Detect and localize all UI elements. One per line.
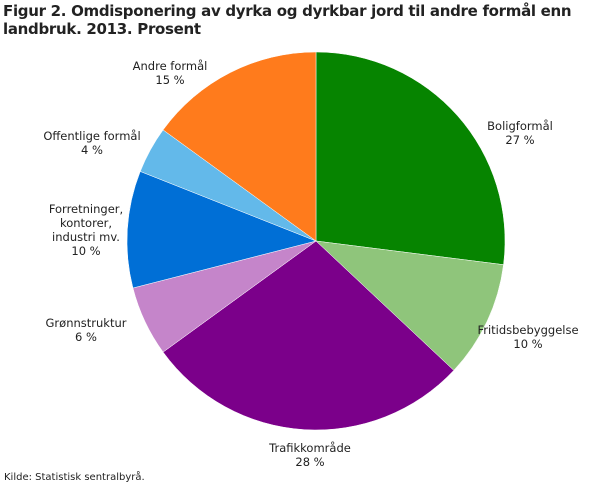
source-note: Kilde: Statistisk sentralbyrå. — [4, 472, 145, 483]
slice-label: Offentlige formål 4 % — [27, 129, 157, 157]
pie-slice — [315, 51, 506, 265]
pie-slice — [126, 171, 317, 289]
pie-slice — [315, 240, 504, 371]
slice-label: Trafikkområde 28 % — [245, 441, 375, 469]
value-label: 10 % — [71, 244, 101, 258]
value-label: 27 % — [505, 133, 535, 147]
slice-label: Boligformål 27 % — [455, 119, 585, 147]
value-label: 4 % — [81, 143, 103, 157]
value-label: 10 % — [513, 337, 543, 351]
category-name: Andre formål — [132, 59, 208, 73]
category-name: Boligformål — [487, 119, 553, 133]
pie-slice — [162, 240, 455, 431]
slice-label: Fritidsbebyggelse 10 % — [463, 323, 593, 351]
pie-slice — [162, 51, 317, 242]
chart-title: Figur 2. Omdisponering av dyrka og dyrkb… — [3, 2, 572, 38]
category-name: Fritidsbebyggelse — [477, 323, 579, 337]
value-label: 6 % — [75, 330, 97, 344]
category-name: Grønnstruktur — [45, 316, 127, 330]
category-name: Offentlige formål — [43, 129, 141, 143]
category-name: Trafikkområde — [269, 441, 351, 455]
slice-label: Grønnstruktur 6 % — [21, 316, 151, 344]
slice-label: Forretninger, kontorer, industri mv. 10 % — [41, 202, 131, 258]
value-label: 28 % — [295, 455, 325, 469]
slice-label: Andre formål 15 % — [105, 59, 235, 87]
category-name: Forretninger, kontorer, industri mv. — [48, 202, 124, 244]
value-label: 15 % — [155, 73, 185, 87]
